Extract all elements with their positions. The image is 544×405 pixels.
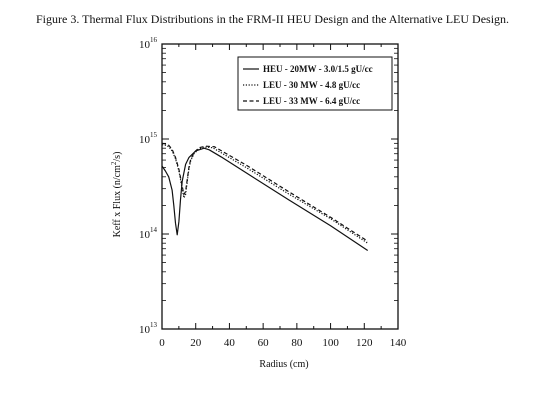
- legend-label-3: LEU - 33 MW - 6.4 gU/cc: [263, 96, 360, 106]
- series-lines: [161, 142, 369, 251]
- figure-caption: Figure 3. Thermal Flux Distributions in …: [36, 12, 510, 26]
- series-line-3: [161, 142, 369, 242]
- y-tick-label: 10: [139, 324, 151, 336]
- x-tick-label: 40: [224, 337, 236, 349]
- x-tick-label: 120: [356, 337, 373, 349]
- x-tick-label: 100: [322, 337, 339, 349]
- series-line-2: [161, 144, 369, 244]
- legend: HEU - 20MW - 3.0/1.5 gU/cc LEU - 30 MW - …: [237, 56, 393, 111]
- series-line-1: [161, 147, 369, 251]
- x-tick-label: 20: [190, 337, 202, 349]
- x-axis-title: Radius (cm): [259, 359, 308, 370]
- axis-labels: Radius (cm) Keff x Flux (n/cm2/s): [110, 152, 309, 370]
- y-tick-label: 10: [139, 134, 151, 146]
- legend-label-2: LEU - 30 MW - 4.8 gU/cc: [263, 80, 360, 90]
- y-tick-exponent: 13: [150, 321, 158, 329]
- y-tick-exponent: 16: [150, 36, 158, 44]
- x-tick-label: 0: [159, 337, 165, 349]
- x-tick-label: 80: [291, 337, 303, 349]
- y-tick-label: 10: [139, 39, 151, 51]
- legend-label-1: HEU - 20MW - 3.0/1.5 gU/cc: [263, 64, 373, 74]
- y-tick-exponent: 15: [150, 131, 158, 139]
- y-tick-label: 10: [139, 229, 151, 241]
- x-tick-label: 140: [390, 337, 407, 349]
- y-tick-exponent: 14: [150, 226, 158, 234]
- y-axis-title: Keff x Flux (n/cm2/s): [110, 152, 123, 238]
- x-tick-label: 60: [258, 337, 270, 349]
- legend-box: [237, 56, 393, 111]
